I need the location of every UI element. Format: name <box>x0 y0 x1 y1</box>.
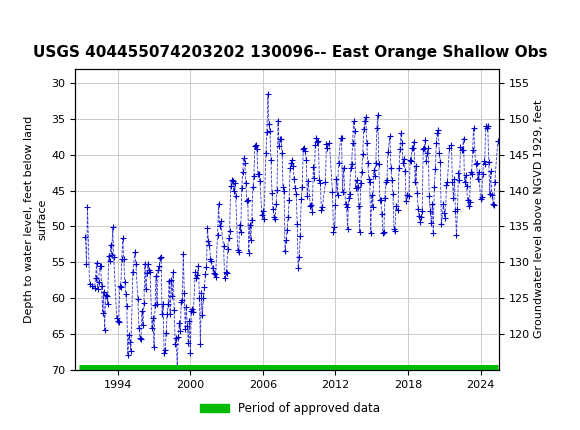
Y-axis label: Depth to water level, feet below land
surface: Depth to water level, feet below land su… <box>24 116 48 323</box>
Y-axis label: Groundwater level above NGVD 1929, feet: Groundwater level above NGVD 1929, feet <box>534 100 544 338</box>
Legend: Period of approved data: Period of approved data <box>195 397 385 420</box>
Text: USGS: USGS <box>4 9 60 27</box>
Text: USGS 404455074203202 130096-- East Orange Shallow Obs: USGS 404455074203202 130096-- East Orang… <box>32 45 548 60</box>
Text: ≋: ≋ <box>0 6 19 30</box>
